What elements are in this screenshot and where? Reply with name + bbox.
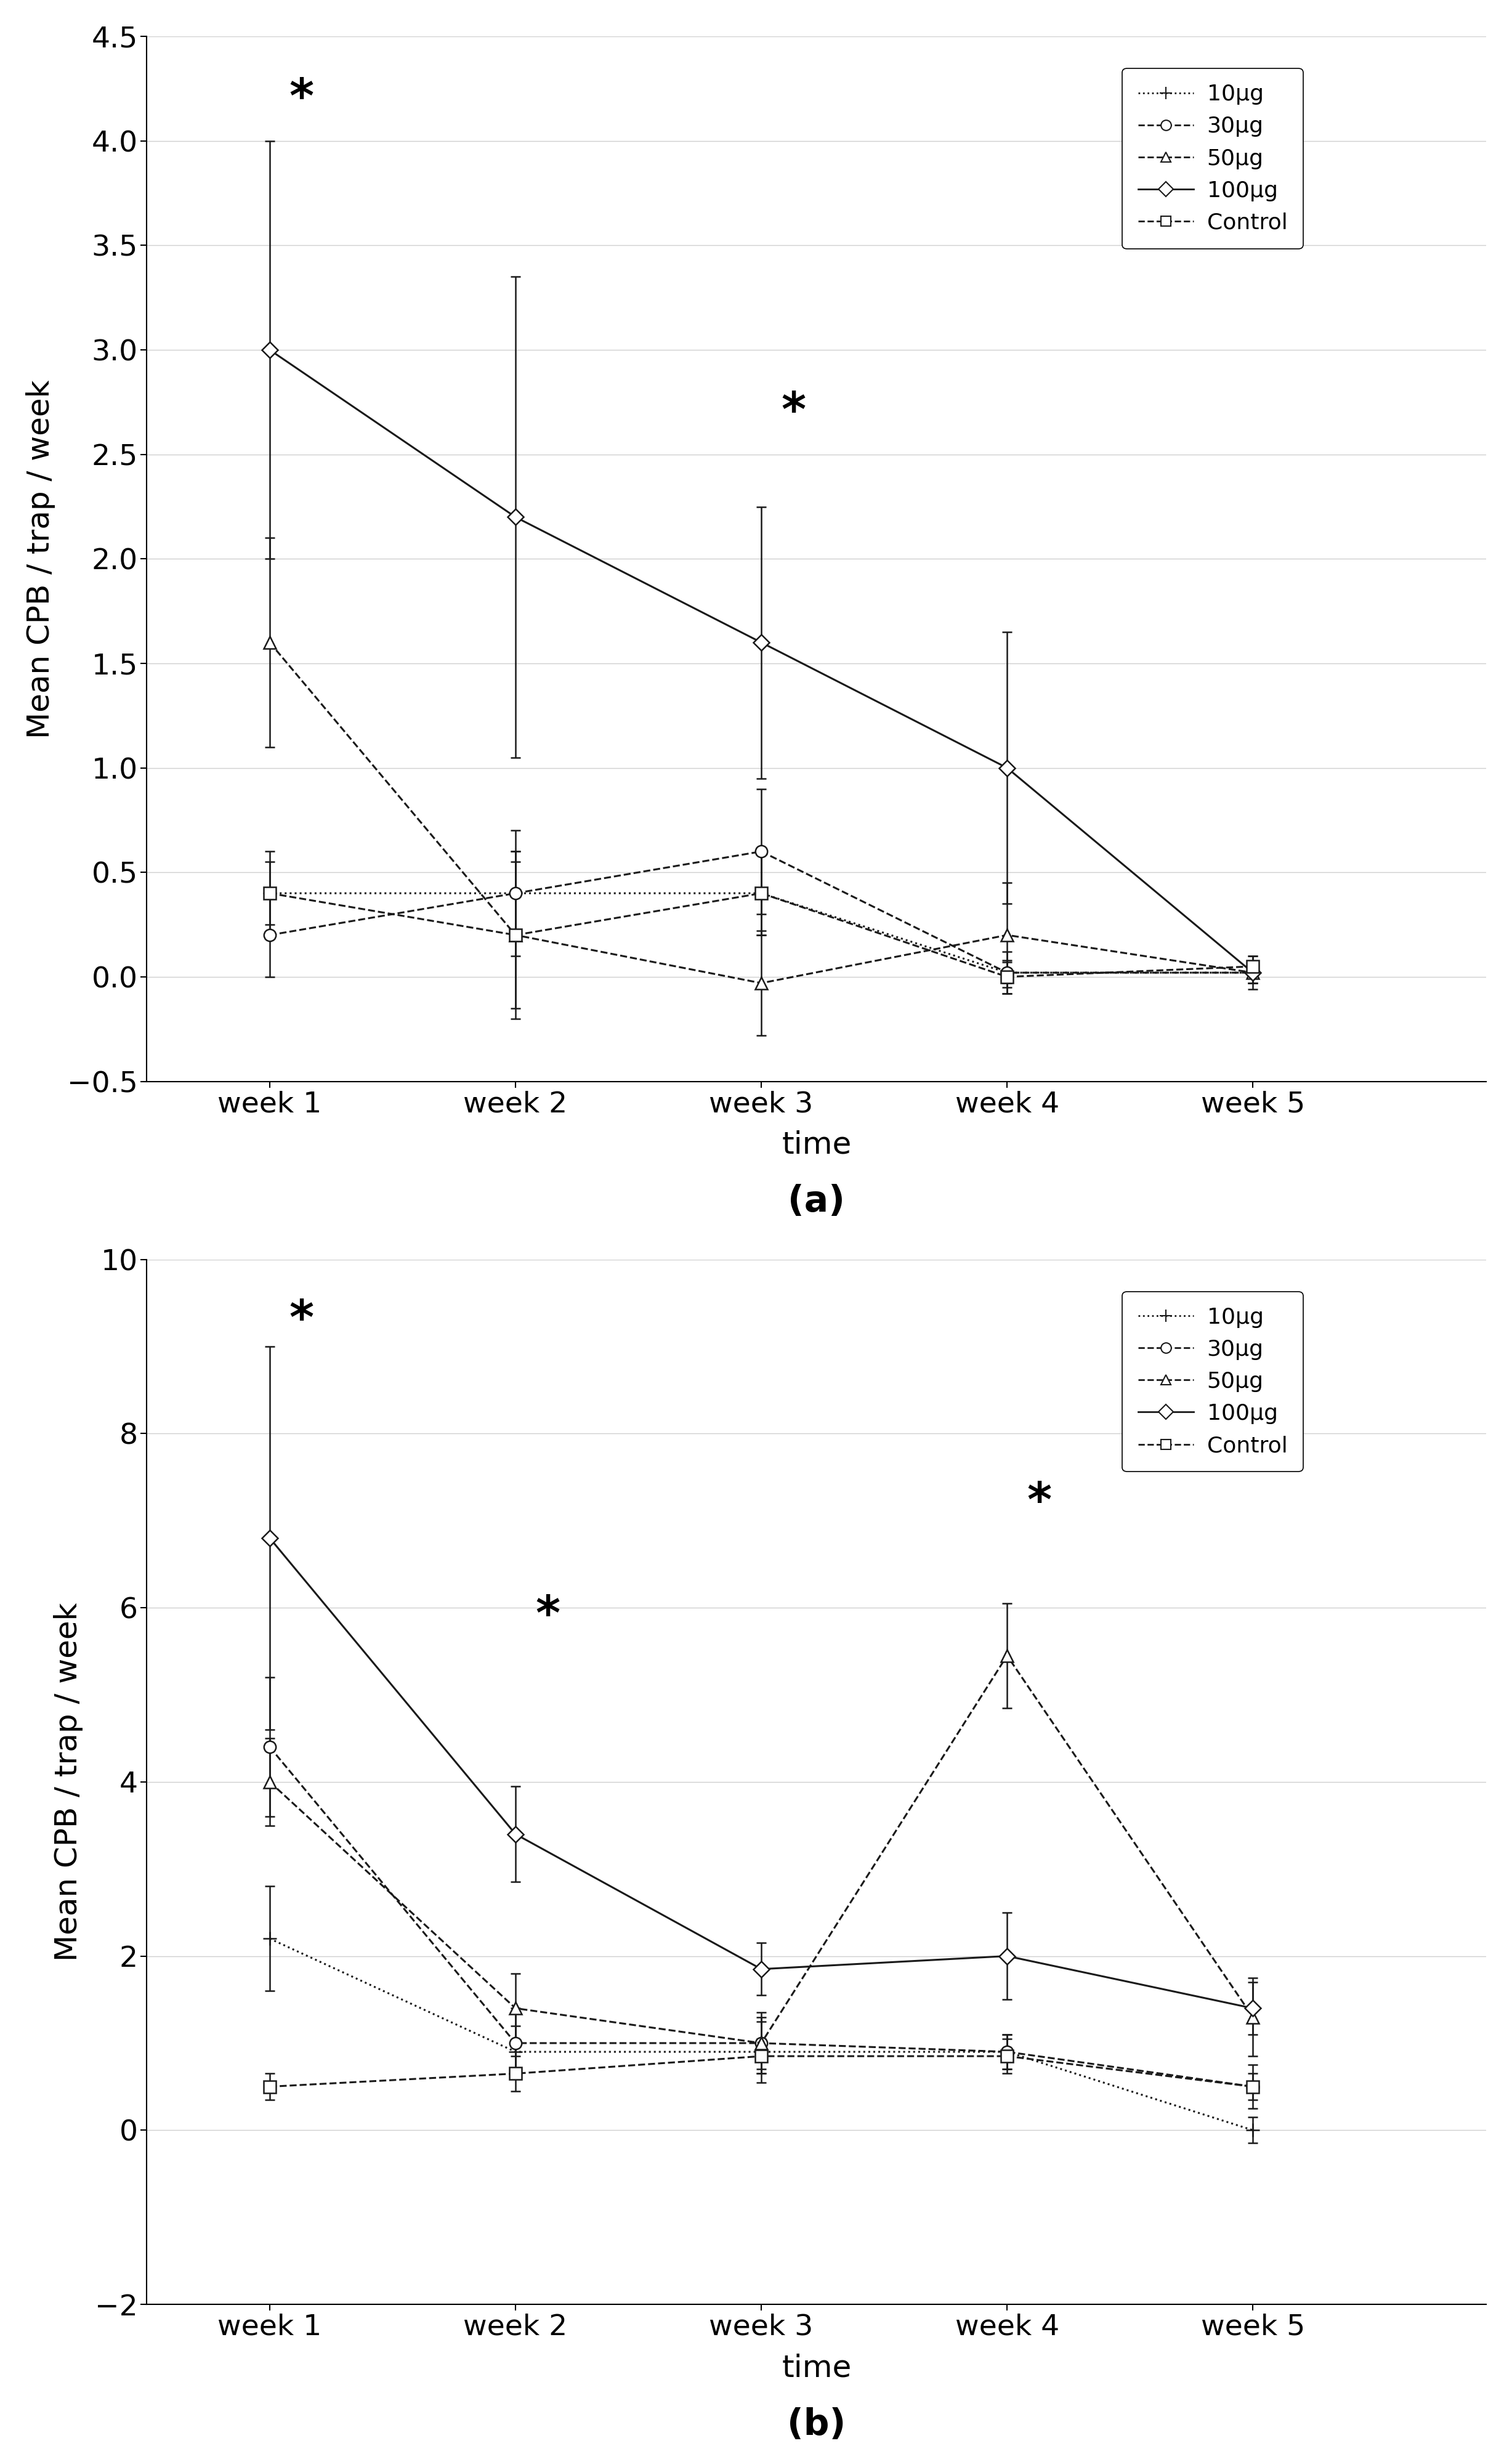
Text: (a): (a) [788,1184,845,1218]
Text: *: * [289,76,314,122]
Text: *: * [535,1595,559,1639]
Text: *: * [782,389,806,435]
X-axis label: time: time [782,2353,851,2382]
X-axis label: time: time [782,1130,851,1159]
Y-axis label: Mean CPB / trap / week: Mean CPB / trap / week [53,1602,83,1962]
Text: (b): (b) [788,2407,845,2441]
Y-axis label: Mean CPB / trap / week: Mean CPB / trap / week [26,379,56,739]
Text: *: * [289,1299,314,1343]
Text: *: * [1027,1480,1051,1526]
Legend: 10μg, 30μg, 50μg, 100μg, Control: 10μg, 30μg, 50μg, 100μg, Control [1122,1291,1303,1472]
Legend: 10μg, 30μg, 50μg, 100μg, Control: 10μg, 30μg, 50μg, 100μg, Control [1122,68,1303,249]
